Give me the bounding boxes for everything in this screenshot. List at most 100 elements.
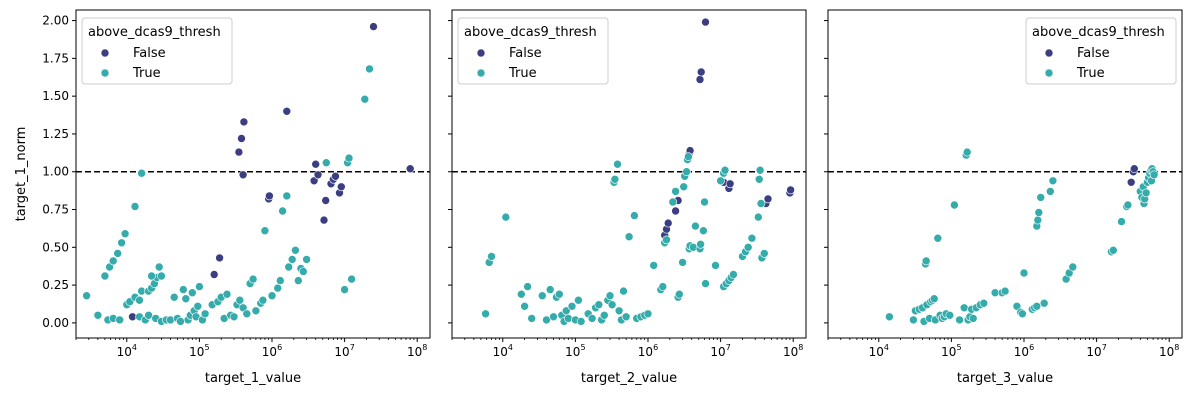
x-tick-label: 105 bbox=[189, 343, 209, 359]
panel-2: 104 105 106 107 108 target_2_value above_dcas9… bbox=[448, 9, 807, 386]
point-true bbox=[671, 187, 680, 196]
point-true bbox=[679, 182, 689, 192]
point-true bbox=[610, 175, 620, 184]
point-true bbox=[909, 315, 918, 325]
point-true bbox=[293, 276, 303, 285]
point-false bbox=[671, 206, 680, 216]
point-true bbox=[229, 312, 239, 322]
legend: above_dcas9_thresh False True bbox=[1025, 17, 1177, 85]
point-true bbox=[1141, 188, 1151, 198]
panel-3: 104 105 106 107 108 target_3_value above_dcas9… bbox=[824, 9, 1183, 386]
legend-label-false: False bbox=[1077, 46, 1110, 61]
point-false bbox=[237, 134, 246, 143]
point-true bbox=[291, 246, 300, 255]
point-true bbox=[135, 295, 144, 305]
y-tick-label: 0.50 bbox=[42, 240, 69, 254]
point-true bbox=[1039, 298, 1049, 308]
point-true bbox=[321, 158, 331, 167]
point-true bbox=[699, 226, 708, 235]
point-true bbox=[360, 94, 370, 104]
point-true bbox=[82, 291, 91, 301]
point-true bbox=[1033, 215, 1043, 225]
point-true bbox=[1109, 246, 1118, 255]
x-tick-exponent: 8 bbox=[798, 343, 803, 352]
point-true bbox=[100, 271, 110, 281]
point-false bbox=[763, 194, 773, 204]
y-tick-label: 1.00 bbox=[42, 165, 69, 179]
y-tick-label: 0.25 bbox=[42, 278, 69, 292]
point-true bbox=[549, 312, 558, 322]
x-tick-label: 107 bbox=[334, 343, 354, 359]
point-false bbox=[369, 22, 378, 31]
point-false bbox=[405, 164, 415, 173]
x-tick-exponent: 7 bbox=[726, 343, 731, 352]
point-true bbox=[959, 303, 969, 313]
point-true bbox=[668, 197, 678, 207]
point-true bbox=[711, 261, 720, 270]
point-true bbox=[242, 309, 252, 319]
x-axis-label: target_2_value bbox=[581, 371, 677, 386]
point-true bbox=[950, 200, 959, 210]
plot-frame bbox=[451, 9, 807, 339]
legend-box bbox=[81, 17, 233, 85]
point-true bbox=[302, 255, 311, 264]
legend-title: above_dcas9_thresh bbox=[88, 25, 221, 40]
point-true bbox=[574, 295, 583, 305]
point-true bbox=[108, 256, 118, 266]
x-tick-label: 106 bbox=[262, 343, 282, 359]
point-true bbox=[1034, 208, 1044, 217]
point-false bbox=[336, 182, 346, 192]
point-true bbox=[166, 315, 175, 325]
point-true bbox=[576, 317, 586, 326]
point-false bbox=[1130, 164, 1139, 173]
x-tick-exponent: 8 bbox=[422, 343, 427, 352]
point-false bbox=[309, 176, 319, 186]
point-true bbox=[179, 285, 188, 294]
point-true bbox=[624, 232, 634, 241]
point-true bbox=[222, 289, 232, 299]
point-true bbox=[594, 300, 604, 310]
point-true bbox=[968, 314, 978, 323]
point-true bbox=[200, 309, 210, 319]
legend-marker-false bbox=[476, 48, 486, 58]
point-false bbox=[265, 191, 274, 201]
point-true bbox=[729, 270, 738, 279]
point-true bbox=[93, 310, 103, 320]
point-false bbox=[215, 253, 224, 263]
point-true bbox=[154, 262, 164, 272]
legend-box bbox=[457, 17, 609, 85]
x-tick-label: 108 bbox=[1159, 343, 1179, 359]
point-true bbox=[115, 315, 124, 325]
point-true bbox=[716, 176, 725, 186]
legend-label-true: True bbox=[1076, 66, 1105, 81]
plot-frame bbox=[827, 9, 1183, 339]
x-tick-label: 106 bbox=[1014, 343, 1034, 359]
point-true bbox=[929, 294, 939, 304]
point-false bbox=[695, 75, 705, 84]
point-true bbox=[1036, 193, 1045, 202]
point-false bbox=[209, 270, 219, 279]
legend-label-true: True bbox=[508, 66, 537, 81]
point-false bbox=[701, 17, 710, 27]
x-tick-exponent: 5 bbox=[580, 343, 585, 352]
point-true bbox=[962, 147, 972, 157]
point-true bbox=[662, 235, 671, 245]
y-tick-label: 1.75 bbox=[42, 51, 69, 65]
point-true bbox=[282, 191, 292, 201]
point-true bbox=[747, 233, 757, 243]
x-tick-label: 107 bbox=[710, 343, 730, 359]
legend-label-true: True bbox=[132, 66, 161, 81]
point-true bbox=[267, 291, 277, 301]
legend-title: above_dcas9_thresh bbox=[464, 25, 597, 40]
point-true bbox=[1000, 286, 1010, 296]
point-true bbox=[1032, 301, 1042, 311]
point-true bbox=[567, 301, 577, 311]
panel-1: 104 105 106 107 108 0.00 0.25 0.50 0.75 1.00 1.25 1… bbox=[14, 9, 431, 386]
point-true bbox=[516, 289, 526, 299]
x-tick-exponent: 5 bbox=[956, 343, 961, 352]
point-true bbox=[193, 301, 203, 311]
point-true bbox=[487, 252, 496, 261]
x-tick-label: 104 bbox=[493, 343, 513, 359]
x-tick-exponent: 7 bbox=[350, 343, 355, 352]
